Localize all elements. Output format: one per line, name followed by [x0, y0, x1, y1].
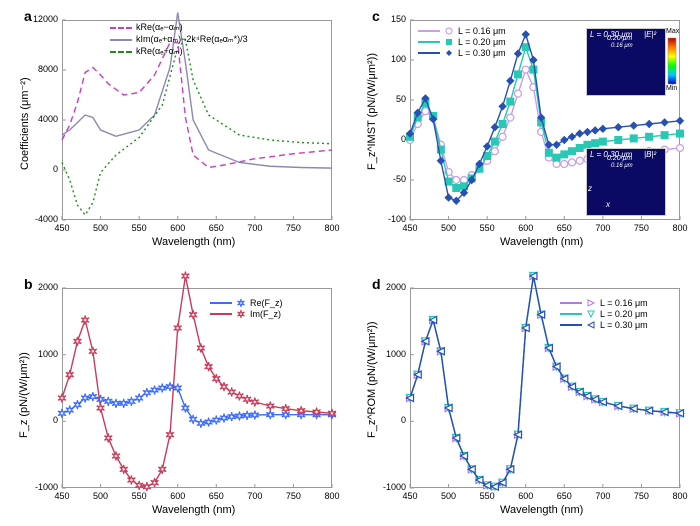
xtick: 550 — [477, 491, 497, 501]
ytick: 8000 — [22, 64, 58, 74]
ylabel-b: F_z (pN/(W/μm²)) — [18, 352, 30, 438]
xtick: 700 — [593, 491, 613, 501]
cb-max: Max — [666, 28, 679, 35]
xtick: 700 — [245, 223, 265, 233]
xtick: 500 — [91, 491, 111, 501]
xtick: 500 — [439, 223, 459, 233]
xtick: 750 — [283, 223, 303, 233]
xtick: 600 — [516, 223, 536, 233]
xtick: 550 — [129, 491, 149, 501]
xtick: 450 — [52, 223, 72, 233]
ytick: 12000 — [22, 14, 58, 24]
ytick: -1000 — [370, 482, 406, 492]
xtick: 450 — [400, 223, 420, 233]
inset-z: z — [588, 184, 592, 193]
inset-title-B: |B|² — [644, 150, 656, 159]
ylabel-a: Coefficients (μm⁻²) — [18, 77, 31, 170]
ylabel-d: F_z^ROM (pN/(W/μm²)) — [366, 321, 378, 438]
inset-x: x — [606, 200, 610, 209]
xtick: 600 — [168, 491, 188, 501]
xtick: 700 — [245, 491, 265, 501]
cb-min: Min — [666, 85, 677, 92]
xtick: 450 — [400, 491, 420, 501]
inset-L1-E: 0.20 μm — [607, 35, 632, 42]
inset-L2-B: 0.16 μm — [611, 163, 633, 169]
xtick: 750 — [631, 223, 651, 233]
ylabel-c: F_z^IMST (pN/(W/μm²)) — [366, 53, 378, 170]
xtick: 800 — [670, 491, 690, 501]
ytick: -1000 — [22, 482, 58, 492]
xtick: 600 — [516, 491, 536, 501]
xtick: 700 — [593, 223, 613, 233]
xlabel-d: Wavelength (nm) — [500, 504, 583, 516]
xtick: 800 — [322, 491, 342, 501]
inset-L1-B: 0.20 μm — [607, 155, 632, 162]
xlabel-c: Wavelength (nm) — [500, 236, 583, 248]
legend-b: Re(F_z)Im(F_z) — [210, 298, 283, 320]
ytick: 150 — [370, 14, 406, 24]
xtick: 650 — [554, 223, 574, 233]
legend-d: L = 0.16 μmL = 0.20 μmL = 0.30 μm — [560, 298, 648, 331]
xtick: 650 — [554, 491, 574, 501]
xtick: 650 — [206, 223, 226, 233]
xlabel-a: Wavelength (nm) — [152, 236, 235, 248]
xtick: 500 — [439, 491, 459, 501]
xtick: 550 — [129, 223, 149, 233]
xtick: 750 — [283, 491, 303, 501]
ytick: -50 — [370, 174, 406, 184]
xtick: 600 — [168, 223, 188, 233]
inset-L2-E: 0.16 μm — [611, 43, 633, 49]
legend-a: kRe(αₑ−αₘ)kIm(αₑ+αₘ)−2k⁴Re(αₑαₘ*)/3kRe(α… — [110, 22, 248, 58]
xtick: 450 — [52, 491, 72, 501]
ytick: -4000 — [22, 214, 58, 224]
xtick: 750 — [631, 491, 651, 501]
xtick: 550 — [477, 223, 497, 233]
xtick: 650 — [206, 491, 226, 501]
xtick: 800 — [670, 223, 690, 233]
xtick: 800 — [322, 223, 342, 233]
xtick: 500 — [91, 223, 111, 233]
legend-c: L = 0.16 μmL = 0.20 μmL = 0.30 μm — [418, 26, 506, 59]
inset-title-E: |E|² — [644, 30, 656, 39]
ytick: -100 — [370, 214, 406, 224]
xlabel-b: Wavelength (nm) — [152, 504, 235, 516]
ytick: 2000 — [370, 282, 406, 292]
ytick: 2000 — [22, 282, 58, 292]
